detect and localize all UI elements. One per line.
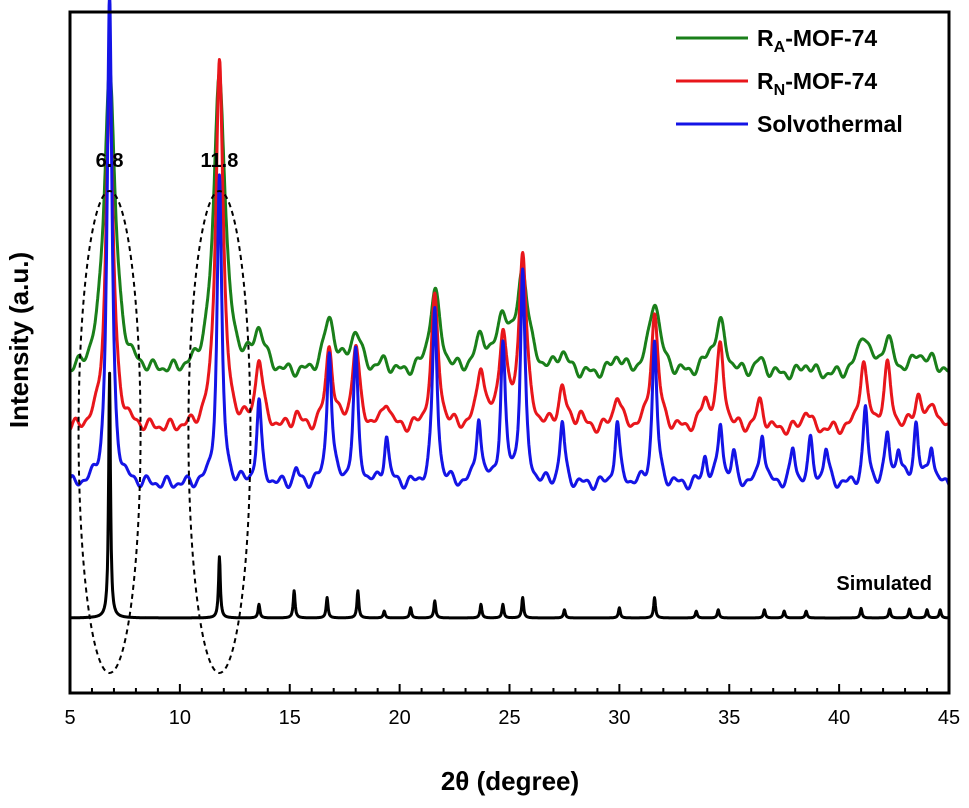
peak-label-1: 11.8 xyxy=(201,150,239,172)
x-axis-title: 2θ (degree) xyxy=(441,766,579,796)
x-tick-label: 25 xyxy=(498,707,520,729)
x-tick-label: 30 xyxy=(608,707,630,729)
series-line-3 xyxy=(68,371,951,620)
peak-label-0: 6.8 xyxy=(96,150,124,172)
x-tick-label: 20 xyxy=(389,707,411,729)
x-tick-label: 5 xyxy=(64,707,75,729)
x-tick-label: 10 xyxy=(169,707,191,729)
series-line-2 xyxy=(68,0,951,491)
x-tick-label: 35 xyxy=(718,707,740,729)
legend-label-1: RN-MOF-74 xyxy=(757,68,877,99)
peak-ellipse-1 xyxy=(187,190,252,674)
x-axis: 5 10 15 20 25 30 35 40 45 xyxy=(64,684,960,729)
series-label-simulated: Simulated xyxy=(836,573,932,595)
y-axis-title: Intensity (a.u.) xyxy=(4,252,34,428)
x-tick-label: 45 xyxy=(938,707,960,729)
series-line-1 xyxy=(68,58,951,436)
peak-ellipse-0 xyxy=(77,190,142,674)
x-tick-label: 15 xyxy=(279,707,301,729)
plot-content: Simulated xyxy=(68,0,951,620)
annotations: 6.8 11.8 xyxy=(77,150,252,674)
legend: RA-MOF-74 RN-MOF-74 Solvothermal xyxy=(676,25,903,137)
legend-label-2: Solvothermal xyxy=(757,111,903,137)
legend-label-0: RA-MOF-74 xyxy=(757,25,877,56)
x-tick-label: 40 xyxy=(828,707,850,729)
